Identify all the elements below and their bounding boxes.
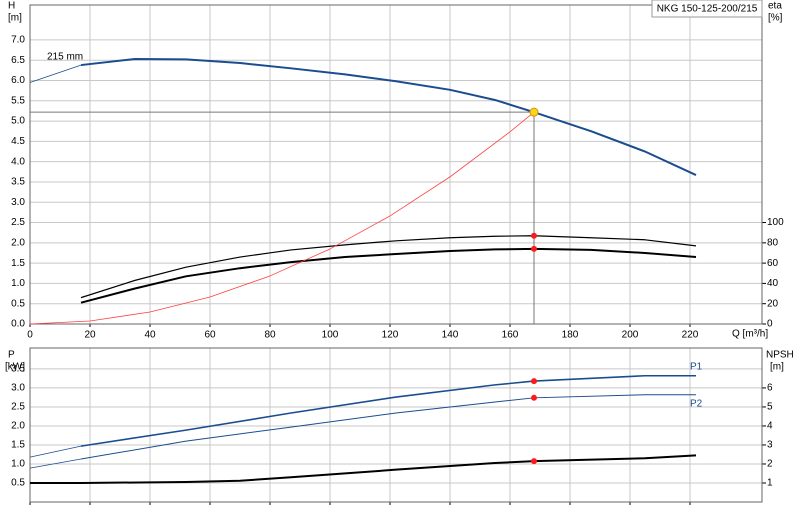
- legend-box: [651, 0, 763, 18]
- y-tick-label: 1.0: [11, 459, 25, 470]
- curve: [80, 247, 697, 304]
- y2-tick-label: 3: [767, 440, 773, 451]
- curve: [80, 394, 696, 460]
- y-tick-label: 4.5: [11, 136, 25, 147]
- y2-tick-label: 1: [767, 478, 773, 489]
- x-tick-label: 160: [502, 330, 519, 341]
- y2-tick-label: 2: [767, 459, 773, 470]
- y-axis-label: P: [8, 350, 15, 361]
- y2-tick-label: 4: [767, 421, 773, 432]
- y2-tick-label: 80: [767, 237, 779, 248]
- series-label: P2: [690, 398, 703, 409]
- y2-tick-label: 0: [767, 319, 773, 330]
- curve: [29, 64, 82, 83]
- y-tick-label: 1.5: [11, 258, 25, 269]
- y-tick-label: 3.5: [11, 364, 25, 375]
- curve: [29, 445, 82, 458]
- y-tick-label: 2.0: [11, 237, 25, 248]
- duty-point: [531, 245, 537, 252]
- x-tick-label: 40: [144, 330, 156, 341]
- y-axis-unit: [m]: [8, 13, 22, 24]
- y-tick-label: 2.0: [11, 421, 25, 432]
- curve: [29, 458, 82, 469]
- y-tick-label: 6.5: [11, 55, 25, 66]
- y2-axis-label: NPSH: [766, 350, 794, 361]
- curve: [30, 454, 697, 484]
- y-tick-label: 2.5: [11, 402, 25, 413]
- y-tick-label: 7.0: [11, 35, 25, 46]
- plot-frame: [29, 4, 763, 325]
- curve: [80, 57, 697, 176]
- duty-point: [529, 107, 539, 117]
- y-axis-label: H: [8, 1, 15, 12]
- y-tick-label: 5.0: [11, 116, 25, 127]
- y2-tick-label: 6: [767, 383, 773, 394]
- y-tick-label: 1.5: [11, 440, 25, 451]
- x-tick-label: 180: [562, 330, 579, 341]
- curve: [29, 111, 535, 325]
- y2-axis-unit: [%]: [768, 13, 783, 24]
- y2-tick-label: 40: [767, 278, 779, 289]
- y2-axis-unit: [m]: [770, 362, 784, 373]
- y2-axis-label: eta: [768, 1, 782, 12]
- duty-point: [531, 232, 537, 239]
- annotation: 215 mm: [47, 52, 83, 63]
- x-tick-label: 140: [442, 330, 459, 341]
- x-tick-label: 60: [204, 330, 216, 341]
- curve: [80, 374, 696, 447]
- y-tick-label: 4.0: [11, 156, 25, 167]
- y2-tick-label: 60: [767, 258, 779, 269]
- plot-frame: [29, 347, 763, 503]
- y-axis-unit: [kW]: [5, 362, 25, 373]
- y-tick-label: 0.0: [11, 319, 25, 330]
- x-tick-label: 0: [27, 330, 33, 341]
- x-tick-label: 80: [264, 330, 276, 341]
- y-tick-label: 6.0: [11, 75, 25, 86]
- y-tick-label: 3.5: [11, 177, 25, 188]
- duty-point: [531, 378, 537, 385]
- plot-layer: 0 20 40 60 80 100 120 140 160 180 200 2200.00.51.01…: [11, 4, 784, 505]
- x-tick-label: 100: [322, 330, 339, 341]
- y-tick-label: 1.0: [11, 278, 25, 289]
- y-tick-label: 2.5: [11, 217, 25, 228]
- duty-point: [531, 394, 537, 401]
- y2-tick-label: 100: [767, 217, 784, 228]
- duty-point: [531, 458, 537, 465]
- curve: [80, 235, 697, 299]
- x-tick-label: 220: [682, 330, 699, 341]
- series-label: P1: [690, 361, 703, 372]
- x-axis-label: Q [m³/h]: [732, 329, 768, 340]
- y2-tick-label: 5: [767, 402, 773, 413]
- y-tick-label: 3.0: [11, 383, 25, 394]
- y-tick-label: 0.5: [11, 298, 25, 309]
- y-tick-label: 0.5: [11, 478, 25, 489]
- x-tick-label: 20: [84, 330, 96, 341]
- x-tick-label: 120: [382, 330, 399, 341]
- y-tick-label: 3.0: [11, 197, 25, 208]
- y2-tick-label: 20: [767, 298, 779, 309]
- y-tick-label: 5.5: [11, 95, 25, 106]
- legend-text: NKG 150-125-200/215: [657, 4, 758, 15]
- x-tick-label: 200: [622, 330, 639, 341]
